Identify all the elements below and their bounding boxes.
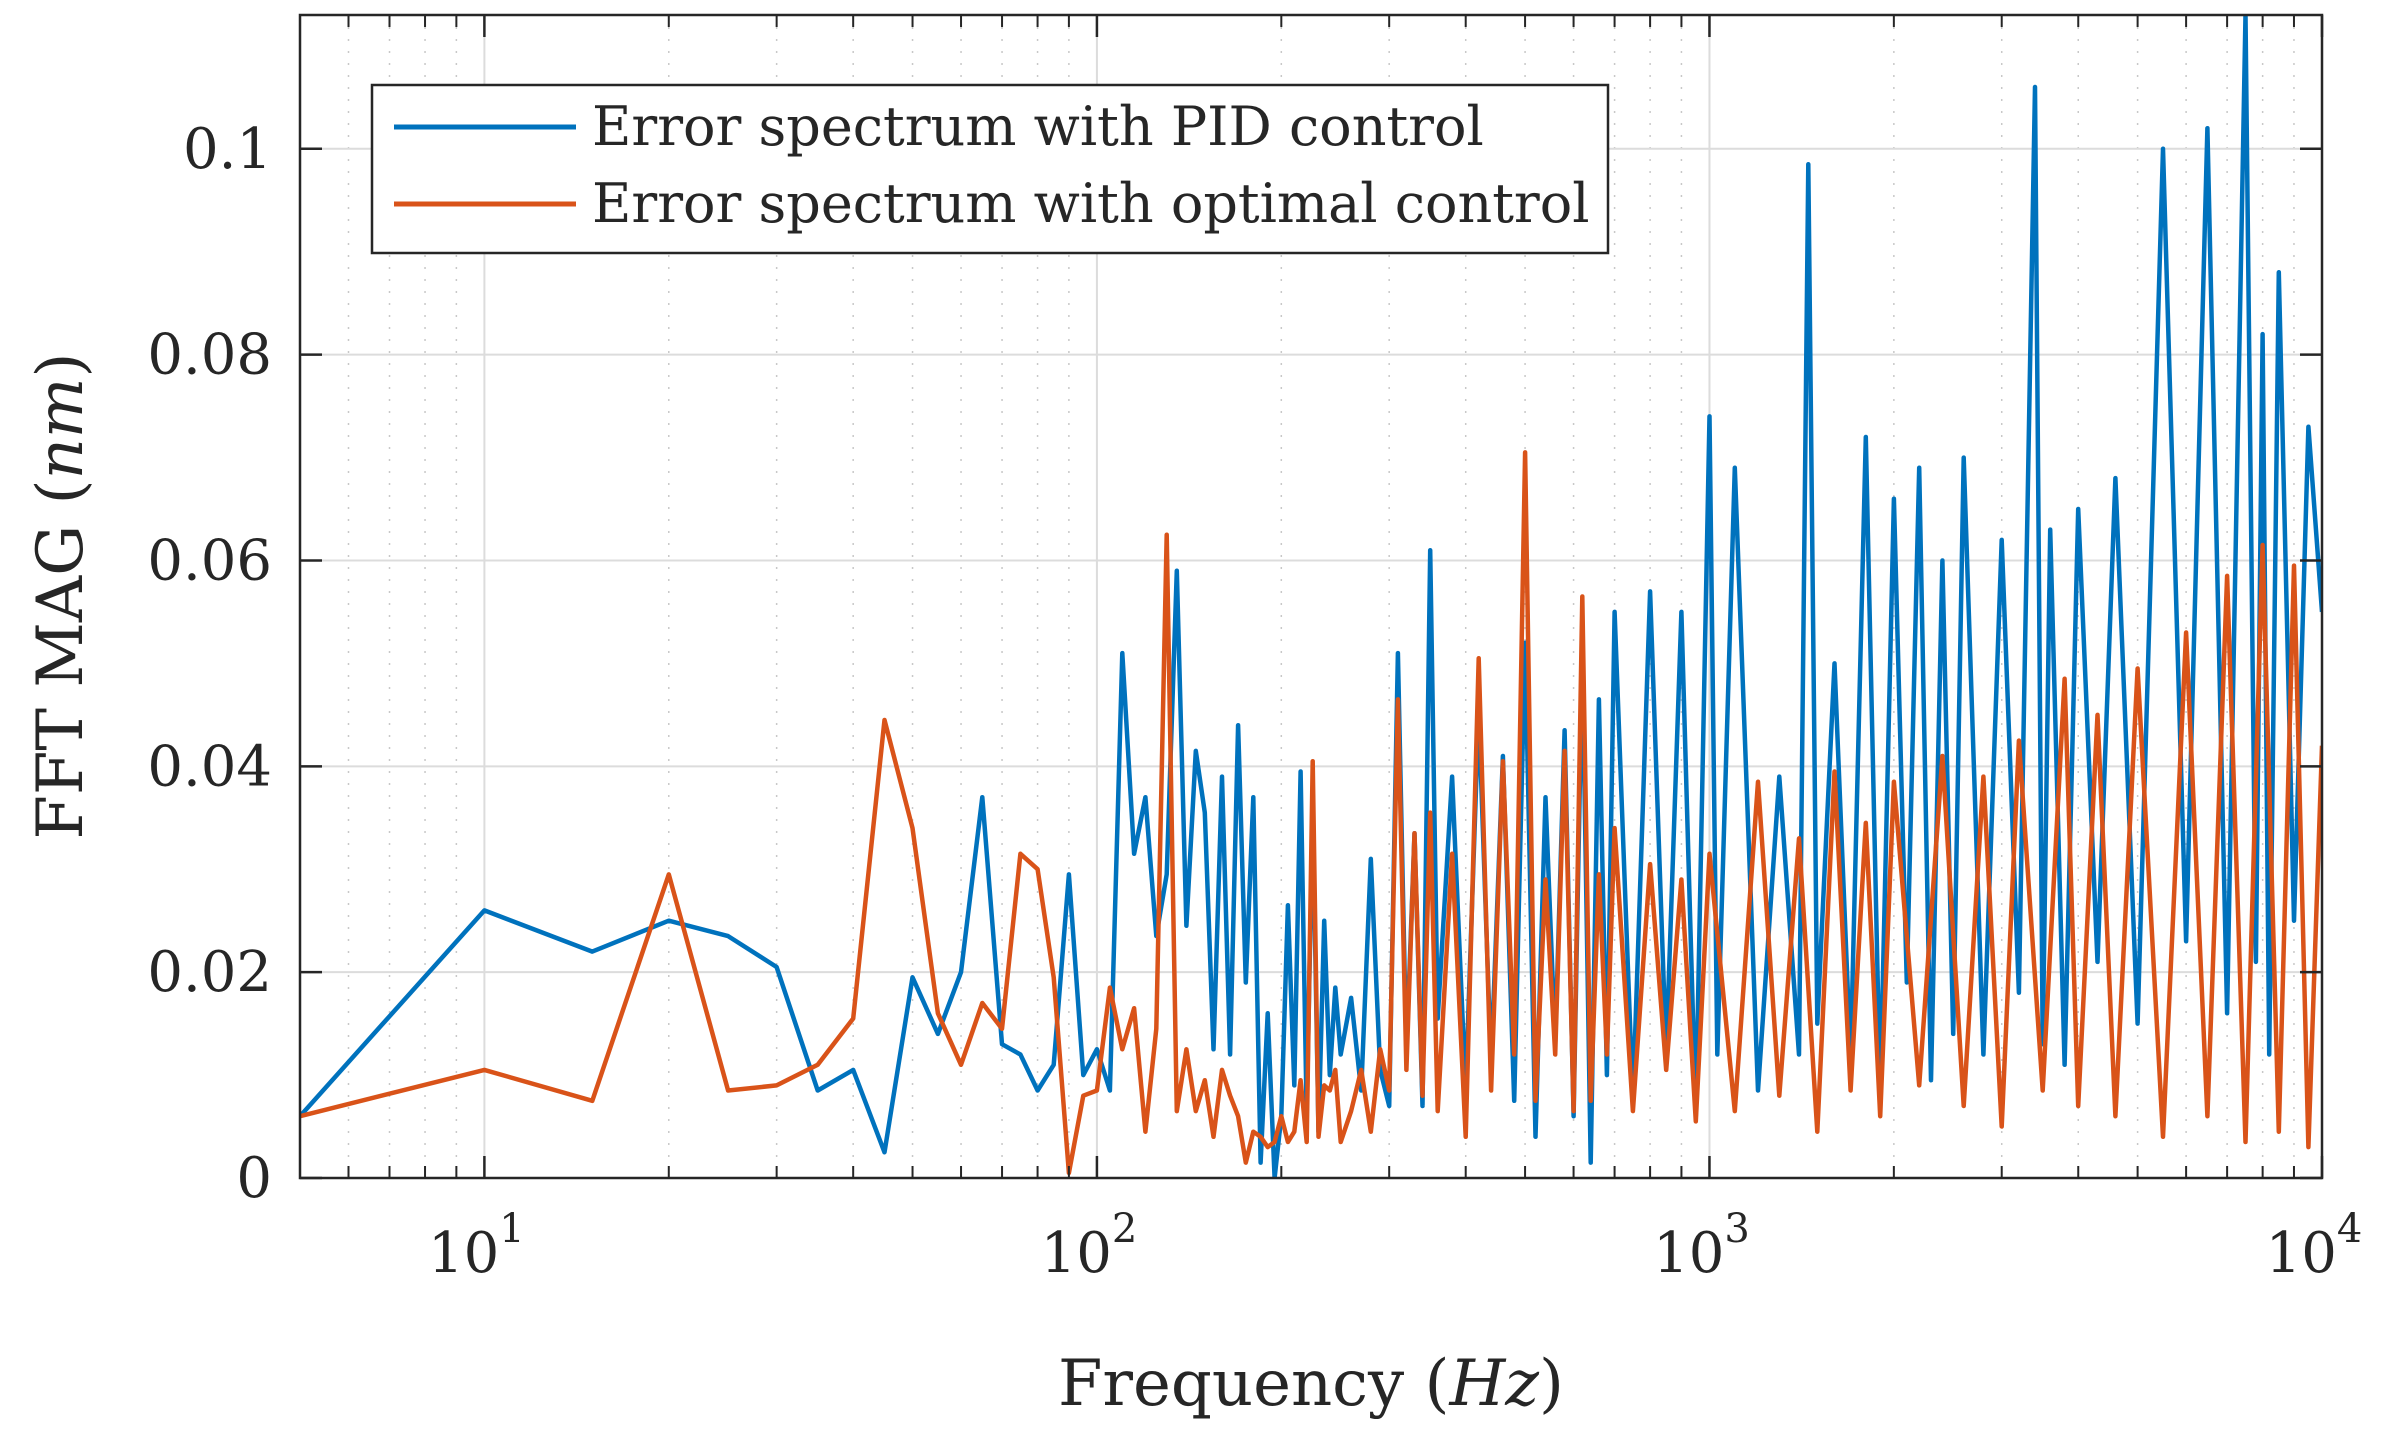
y-axis-unit-open-paren: (	[24, 479, 98, 524]
x-tick-label: 101	[428, 1206, 525, 1286]
y-tick-label: 0.02	[147, 940, 272, 1005]
legend-box	[370, 83, 1610, 255]
x-tick-label-exponent: 3	[1724, 1206, 1749, 1252]
y-axis-unit: nm	[24, 378, 98, 480]
x-tick-label-exponent: 2	[1112, 1206, 1137, 1252]
x-tick-label-base: 10	[2266, 1221, 2337, 1286]
x-axis-unit: Hz	[1448, 1347, 1540, 1421]
x-axis-unit-close-paren: )	[1539, 1347, 1564, 1421]
legend-label-optimal: Error spectrum with optimal control	[592, 172, 1590, 235]
legend-label-pid: Error spectrum with PID control	[592, 95, 1484, 158]
x-tick-label-exponent: 1	[499, 1206, 524, 1252]
x-axis-unit-open-paren: (	[1404, 1347, 1449, 1421]
series-line-1	[300, 450, 2322, 1176]
x-tick-label: 102	[1041, 1206, 1138, 1286]
x-tick-label-base: 10	[428, 1221, 499, 1286]
y-axis-label: FFT MAG (nm)	[24, 353, 98, 840]
x-axis-label: Frequency (Hz)	[1058, 1347, 1564, 1421]
x-tick-label-base: 10	[1041, 1221, 1112, 1286]
axis-ticks	[300, 15, 2324, 1180]
series-layer	[300, 15, 2322, 1178]
y-tick-label: 0.08	[147, 323, 272, 388]
x-tick-label: 103	[1653, 1206, 1750, 1286]
y-tick-label: 0	[236, 1146, 272, 1211]
legend: Error spectrum with PID control Error sp…	[370, 83, 1610, 255]
x-axis-label-text: Frequency	[1058, 1347, 1404, 1421]
x-tick-label-exponent: 4	[2337, 1206, 2362, 1252]
y-tick-label: 0.1	[183, 117, 272, 182]
x-tick-label-base: 10	[1653, 1221, 1724, 1286]
y-axis-label-text: FFT MAG	[24, 525, 98, 840]
y-tick-label: 0.04	[147, 734, 272, 799]
x-tick-label: 104	[2266, 1206, 2363, 1286]
y-tick-label: 0.06	[147, 528, 272, 593]
y-axis-unit-close-paren: )	[24, 353, 98, 378]
plot-frame	[298, 13, 2324, 1180]
